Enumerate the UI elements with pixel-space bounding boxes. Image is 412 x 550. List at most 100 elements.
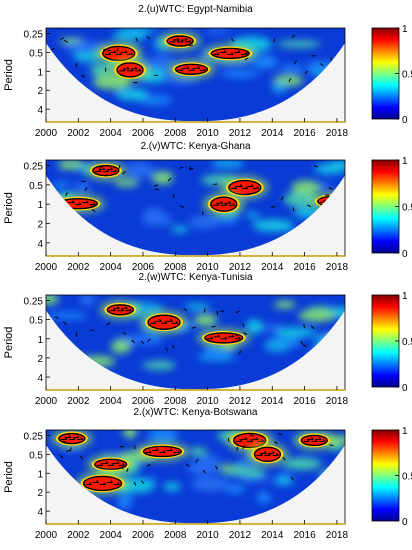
phase-arrow [185,463,190,467]
phase-arrow [249,434,254,437]
phase-arrow-head [138,68,142,72]
colorbar-tick-label: 1 [402,24,408,35]
x-tick-label: 2002 [67,262,90,273]
phase-arrow-head [122,462,126,466]
phase-arrow [172,194,175,199]
coherence-patch [73,49,102,62]
y-tick-label: 4 [37,373,43,384]
phase-arrow [179,166,184,169]
phase-arrow-head [71,200,75,204]
phase-arrow-head [116,306,120,310]
significance-contour [210,196,238,212]
phase-arrow-head [119,52,123,55]
phase-arrow-head [310,437,314,440]
coherence-patch [331,160,345,170]
phase-arrow [133,481,137,486]
significance-contour [174,63,209,76]
x-tick-label: 2004 [100,530,123,541]
colorbar-tick-label: 0 [402,249,408,260]
coherence-patch [191,476,230,492]
phase-arrow [175,38,180,42]
significance-contour [210,47,250,60]
coherence-patch [46,295,59,305]
phase-arrow [153,184,158,187]
phase-arrow-head [203,67,206,71]
x-tick-label: 2000 [35,262,58,273]
phase-arrow [202,469,206,474]
phase-arrow [243,332,248,335]
panel-title: 2.(x)WTC: Kenya-Botswana [134,407,258,418]
y-axis-label: Period [3,59,15,91]
phase-arrow-head [261,439,264,442]
phase-arrow-head [346,200,348,202]
phase-arrow-head [220,200,224,204]
phase-arrow [66,449,71,452]
x-tick-label: 2004 [100,262,123,273]
y-axis-label: Period [3,461,15,493]
phase-arrow-head [111,462,115,466]
coherence-patch [144,207,165,220]
phase-arrow-head [264,451,267,454]
coherence-patch [163,482,181,492]
significance-contour [142,445,183,458]
phase-arrow [119,445,124,448]
phase-arrow [214,465,218,470]
x-tick-label: 2014 [261,396,284,407]
colorbar-tick-label: 0 [402,517,408,528]
phase-arrow-head [126,66,130,70]
phase-arrow [242,445,246,450]
coherence-patch [110,339,132,354]
phase-arrow [91,208,96,213]
y-tick-label: 0.25 [24,296,44,307]
phase-arrow-head [231,334,235,338]
phase-arrow-head [250,184,254,187]
phase-arrow-head [210,336,214,340]
phase-arrow-head [230,52,234,55]
phase-arrow [278,433,283,436]
significance-contour [58,432,86,445]
x-tick-label: 2006 [132,396,155,407]
x-tick-label: 2002 [67,530,90,541]
phase-arrow-head [163,450,166,453]
phase-arrow [328,187,333,190]
x-tick-label: 2016 [293,262,316,273]
coherence-patch [147,430,179,444]
coherence-field [46,28,345,122]
phase-arrow [281,196,284,201]
x-tick-label: 2000 [35,530,58,541]
phase-arrow-head [244,437,248,440]
x-tick-label: 2012 [229,396,252,407]
coherence-patch [220,69,259,78]
x-tick-label: 2012 [229,128,252,139]
significance-contour [93,458,128,471]
x-tick-label: 2014 [261,530,284,541]
coherence-patch [224,484,246,494]
coherence-patch [283,191,318,207]
x-tick-label: 2006 [132,530,155,541]
phase-arrow-head [110,167,114,170]
phase-arrow [302,344,307,348]
x-tick-label: 2010 [196,262,219,273]
phase-arrow-head [110,480,113,483]
phase-arrow [81,74,86,78]
phase-arrow [147,338,151,343]
coherence-patch [271,82,287,93]
phase-arrow-head [228,200,232,204]
phase-arrow [80,455,83,460]
phase-arrow [303,324,306,329]
coherence-patch [123,430,137,439]
coherence-patch [205,28,230,35]
phase-arrow-head [116,460,120,464]
x-tick-label: 2016 [293,396,316,407]
phase-arrow-head [224,336,228,340]
phase-arrow-head [318,437,322,440]
phase-arrow-head [78,202,82,206]
coherence-patch [201,455,222,463]
phase-arrow [106,322,111,326]
phase-arrow [59,454,64,459]
phase-arrow [126,467,129,473]
panel-title: 2.(v)WTC: Kenya-Ghana [140,141,250,152]
wtc-panel: 0.25 0.5 1 2 4 2000 2002 2004 2006 2008 2010 2012 20… [3,141,412,273]
phase-arrow-head [164,320,168,324]
phase-arrow-head [159,318,162,322]
